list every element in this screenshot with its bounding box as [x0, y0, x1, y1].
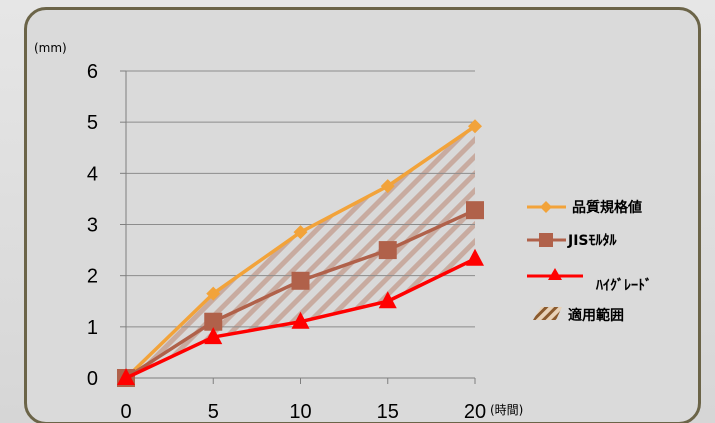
y-tick-label-5: 5 [87, 112, 98, 134]
x-tick-label-20: 20 [464, 401, 486, 423]
y-tick-label-6: 6 [87, 61, 98, 83]
data-point-s1-x10 [291, 271, 310, 290]
legend-label-high-grade: ﾊｲｸﾞﾚｰﾄﾞ [595, 277, 652, 294]
data-point-s0-x5 [206, 286, 221, 301]
series-2 [117, 248, 484, 385]
data-point-s1-x15 [378, 241, 397, 260]
x-axis-label: (時間) [490, 403, 523, 417]
series-lines [117, 119, 484, 387]
legend-marker-triangle [548, 268, 562, 280]
legend-label-applicable-range: 適用範囲 [568, 307, 624, 324]
legend-item-high-grade: ﾊｲｸﾞﾚｰﾄﾞ [527, 268, 652, 294]
data-point-s2-x0 [117, 368, 135, 385]
y-tick-label-1: 1 [87, 317, 98, 339]
x-tick-label-5: 5 [208, 401, 219, 423]
data-point-s2-x15 [378, 291, 397, 309]
y-tick-label-3: 3 [87, 215, 98, 237]
data-point-s2-x10 [291, 311, 310, 329]
y-axis-label: (mm) [34, 41, 67, 55]
legend-item-quality-standard: 品質規格値 [527, 199, 642, 216]
y-tick-label-2: 2 [87, 266, 98, 288]
data-point-s0-x15 [380, 179, 395, 194]
data-point-s1-x20 [466, 201, 484, 220]
legend-label-jis-mortar: JISﾓﾙﾀﾙ [567, 233, 618, 249]
y-tick-label-0: 0 [87, 368, 98, 390]
x-tick-label-0: 0 [120, 401, 131, 423]
legend-item-jis-mortar: JISﾓﾙﾀﾙ [527, 233, 618, 249]
data-point-s2-x5 [204, 327, 223, 345]
data-point-s2-x20 [466, 248, 484, 266]
legend-label-quality-standard: 品質規格値 [572, 199, 642, 216]
legend-item-applicable-range: 適用範囲 [533, 307, 624, 324]
legend-swatch-hatch [533, 307, 562, 320]
series-0 [119, 119, 482, 385]
grid-lines [126, 70, 475, 328]
legend-marker-square [539, 233, 553, 247]
x-tick-label-10: 10 [289, 401, 311, 423]
data-point-s0-x20 [468, 119, 482, 134]
data-point-s1-x5 [204, 312, 223, 331]
tick-labels: 0 1 2 3 4 5 6 0 5 10 15 20 [87, 61, 486, 423]
x-tick-label-15: 15 [377, 401, 399, 423]
legend: 品質規格値 JISﾓﾙﾀﾙ ﾊｲｸﾞﾚｰﾄﾞ 適用範囲 [527, 199, 652, 324]
y-tick-label-4: 4 [87, 163, 98, 185]
data-point-s0-x10 [293, 225, 308, 240]
legend-marker-diamond [540, 201, 552, 213]
series-1 [117, 201, 484, 387]
